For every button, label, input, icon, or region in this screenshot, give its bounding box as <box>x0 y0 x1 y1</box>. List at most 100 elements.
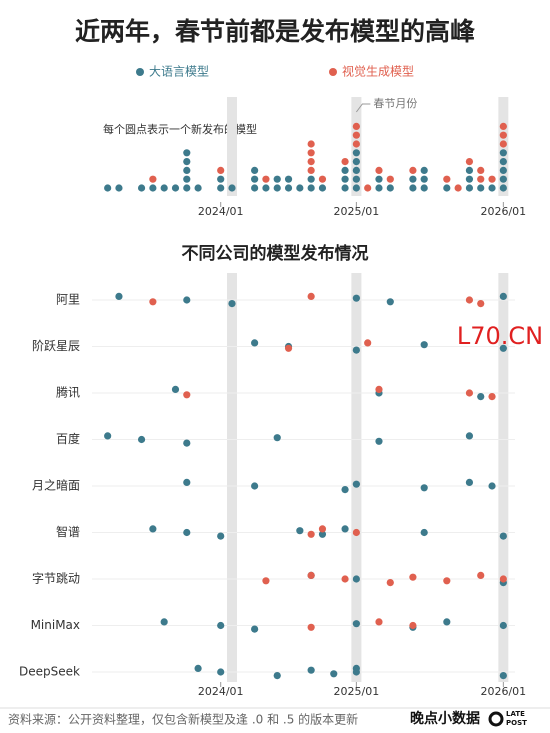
dot <box>375 175 383 183</box>
brand: 晚点小数据 <box>410 710 480 727</box>
dot <box>183 391 191 399</box>
dot <box>217 166 225 174</box>
dot <box>499 575 507 583</box>
dot <box>273 434 281 442</box>
subtitle: 不同公司的模型发布情况 <box>182 243 369 264</box>
dot <box>488 175 496 183</box>
dot <box>499 140 507 148</box>
dot <box>465 478 474 486</box>
dot <box>273 672 281 680</box>
dot <box>499 131 507 139</box>
dot <box>149 175 157 183</box>
dot <box>171 184 180 192</box>
dot <box>307 158 315 166</box>
dot <box>228 300 236 308</box>
annotation-leader <box>355 103 371 113</box>
x-tick-label: 2025/01 <box>334 685 380 698</box>
dot <box>499 175 507 183</box>
dot <box>307 530 315 538</box>
dot <box>217 668 225 676</box>
dot <box>341 525 349 533</box>
dot <box>375 385 383 393</box>
dot <box>149 525 157 533</box>
dot <box>352 528 360 537</box>
dot <box>183 296 191 304</box>
dot <box>443 618 451 626</box>
dot <box>375 437 383 445</box>
highlight-band <box>227 273 238 682</box>
dot <box>352 122 360 130</box>
logo-text: LATE <box>506 710 525 718</box>
note: 每个圆点表示一个新发布的模型 <box>103 122 257 136</box>
dot <box>352 668 360 676</box>
dot <box>352 158 360 166</box>
legend-swatch <box>136 68 144 76</box>
x-tick-label: 2024/01 <box>198 685 244 698</box>
dot <box>499 158 507 166</box>
row-label: 阶跃星辰 <box>32 339 80 353</box>
dot <box>251 482 259 490</box>
dot <box>341 486 349 494</box>
dot <box>160 184 168 192</box>
dot <box>183 439 191 447</box>
dot <box>499 532 507 540</box>
dot <box>330 670 338 678</box>
highlight-band <box>351 273 362 682</box>
dot <box>477 300 485 308</box>
dot <box>284 175 293 183</box>
dot <box>307 140 315 148</box>
dot <box>183 166 191 174</box>
dot <box>477 175 485 183</box>
dot <box>341 184 349 192</box>
dot <box>341 175 349 183</box>
row-label: 阿里 <box>56 293 80 307</box>
dot <box>262 184 270 192</box>
dot <box>443 577 451 585</box>
dot <box>352 480 360 488</box>
legend-swatch <box>329 68 337 76</box>
dot <box>341 158 349 166</box>
dot <box>318 530 327 538</box>
dot <box>262 577 270 585</box>
dot <box>477 166 485 174</box>
dot <box>488 393 496 401</box>
dot <box>137 184 146 192</box>
row-label: 智谱 <box>56 524 80 539</box>
dot <box>352 140 360 148</box>
dot <box>273 175 281 183</box>
row-label: 百度 <box>56 431 80 446</box>
dot <box>465 389 474 397</box>
dot <box>465 296 474 304</box>
dot <box>352 131 360 139</box>
dot <box>318 175 327 183</box>
dot <box>477 184 485 192</box>
dot <box>194 184 202 192</box>
dot <box>307 666 315 674</box>
dot <box>284 184 293 192</box>
dot <box>183 158 191 166</box>
dot <box>284 344 293 352</box>
dot <box>352 166 360 174</box>
dot <box>149 298 157 306</box>
dot <box>183 528 191 537</box>
dot <box>217 175 225 183</box>
dot <box>465 184 474 192</box>
x-tick-label: 2025/01 <box>334 205 380 218</box>
dot <box>352 575 360 583</box>
dot <box>465 166 474 174</box>
row-label: MiniMax <box>31 618 80 632</box>
dot <box>420 175 428 183</box>
dot <box>386 579 394 587</box>
dot <box>296 184 304 192</box>
annotation: 春节月份 <box>373 97 417 110</box>
dot <box>499 344 507 352</box>
dot <box>352 620 360 628</box>
dot <box>375 166 383 174</box>
dot <box>194 664 202 673</box>
row-label: 月之暗面 <box>32 478 80 493</box>
logo-ring <box>488 711 504 727</box>
source: 资料来源：公开资料整理，仅包含新模型及逢 .0 和 .5 的版本更新 <box>8 712 358 727</box>
dot <box>409 184 417 192</box>
highlight-band <box>498 273 509 682</box>
